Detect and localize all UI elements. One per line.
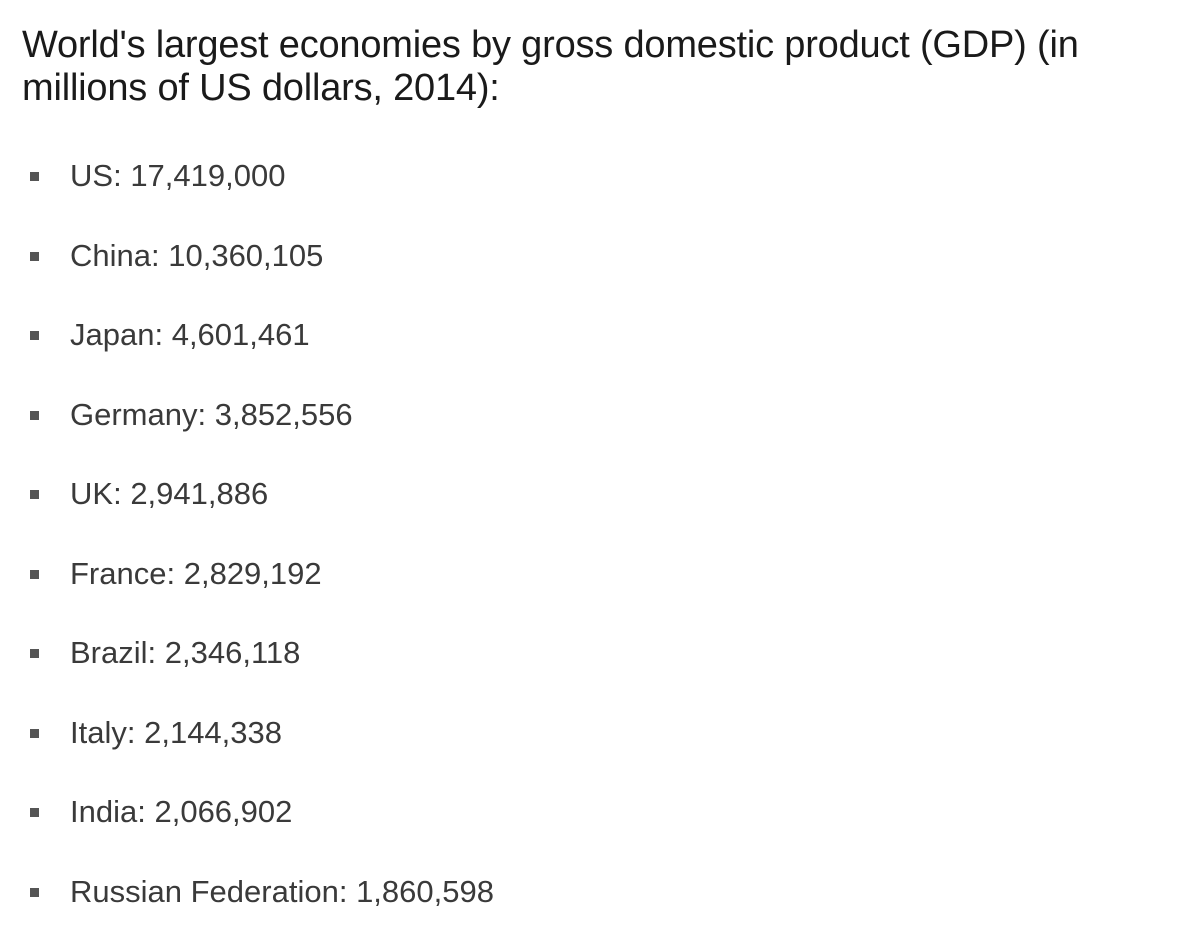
gdp-value: 4,601,461 xyxy=(171,317,310,352)
country-name: France xyxy=(70,555,167,591)
country-name: Brazil xyxy=(70,635,148,670)
gdp-value: 1,860,598 xyxy=(356,873,494,909)
square-bullet-icon xyxy=(30,410,39,420)
page-heading: World's largest economies by gross domes… xyxy=(22,24,1079,109)
square-bullet-icon xyxy=(30,728,39,738)
list-item-text: Germany: 3,852,556 xyxy=(70,396,353,432)
list-item-text: Russian Federation: 1,860,598 xyxy=(70,873,494,909)
gdp-value: 2,941,886 xyxy=(130,476,269,511)
country-name: Italy xyxy=(70,714,127,750)
gdp-value: 2,346,118 xyxy=(164,635,301,670)
list-item-text: Japan: 4,601,461 xyxy=(70,317,310,352)
square-bullet-icon xyxy=(30,251,39,261)
country-name: US xyxy=(70,158,114,193)
document: World's largest economies by gross domes… xyxy=(22,24,1182,909)
square-bullet-icon xyxy=(30,649,39,658)
square-bullet-icon xyxy=(30,490,39,499)
country-name: Japan xyxy=(70,317,155,352)
gdp-value: 2,829,192 xyxy=(183,555,322,591)
list-item-text: France: 2,829,192 xyxy=(70,555,322,591)
gdp-value: 10,360,105 xyxy=(168,237,324,273)
list-item-text: India: 2,066,902 xyxy=(70,794,293,829)
list-item-text: UK: 2,941,886 xyxy=(70,476,269,511)
gdp-value: 3,852,556 xyxy=(214,396,353,432)
gdp-value: 17,419,000 xyxy=(130,158,286,193)
list-item-text: Italy: 2,144,338 xyxy=(70,714,283,750)
country-name: India xyxy=(70,794,138,829)
country-name: Germany xyxy=(70,396,198,432)
list-item-text: US: 17,419,000 xyxy=(70,158,286,193)
square-bullet-icon xyxy=(30,172,39,181)
gdp-value: 2,144,338 xyxy=(144,714,283,750)
square-bullet-icon xyxy=(30,331,39,340)
country-name: UK xyxy=(70,476,114,511)
square-bullet-icon xyxy=(30,887,39,897)
country-name: China xyxy=(70,237,151,273)
square-bullet-icon xyxy=(30,569,39,579)
list-item-text: China: 10,360,105 xyxy=(70,237,324,273)
gdp-value: 2,066,902 xyxy=(154,794,293,829)
country-name: Russian Federation xyxy=(70,873,339,909)
list-item-text: Brazil: 2,346,118 xyxy=(70,635,301,670)
square-bullet-icon xyxy=(30,808,39,817)
